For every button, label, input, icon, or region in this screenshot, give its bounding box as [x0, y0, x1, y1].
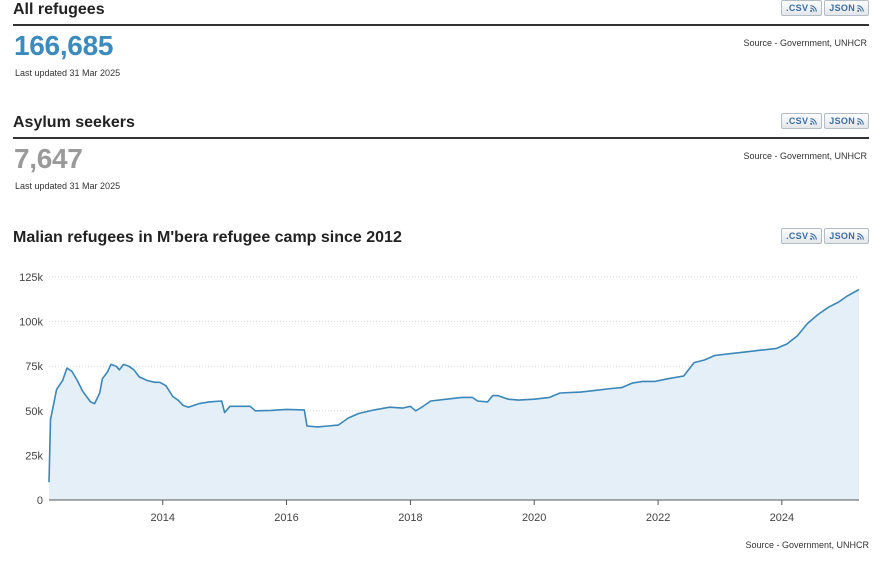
y-tick-label: 100k — [19, 317, 43, 329]
refugees-export-buttons: .CSV JSON — [781, 0, 869, 16]
x-tick-label: 2022 — [646, 512, 670, 524]
rss-icon — [857, 4, 864, 12]
csv-label: .CSV — [786, 116, 809, 126]
asylum-updated: Last updated 31 Mar 2025 — [15, 181, 121, 191]
csv-label: .CSV — [786, 3, 809, 13]
rss-icon — [810, 4, 818, 12]
asylum-json-button[interactable]: JSON — [824, 113, 869, 129]
refugees-json-button[interactable]: JSON — [824, 0, 869, 16]
rss-icon — [857, 117, 864, 125]
x-tick-label: 2018 — [398, 512, 422, 524]
y-tick-label: 125k — [19, 272, 43, 284]
asylum-csv-button[interactable]: .CSV — [781, 113, 823, 129]
chart-area-fill — [49, 289, 859, 500]
chart-section: Malian refugees in M'bera refugee camp s… — [13, 228, 869, 256]
asylum-divider — [13, 137, 869, 139]
json-label: JSON — [829, 116, 855, 126]
refugees-updated: Last updated 31 Mar 2025 — [15, 68, 121, 78]
asylum-source: Source - Government, UNHCR — [743, 151, 867, 161]
refugees-source: Source - Government, UNHCR — [743, 38, 867, 48]
y-tick-label: 25k — [25, 450, 43, 462]
asylum-section: Asylum seekers .CSV JSON 7,647 Source - … — [13, 113, 869, 203]
x-tick-label: 2014 — [151, 512, 175, 524]
y-tick-label: 75k — [25, 361, 43, 373]
chart-title: Malian refugees in M'bera refugee camp s… — [13, 229, 402, 246]
chart-json-button[interactable]: JSON — [824, 228, 869, 244]
y-tick-label: 0 — [37, 495, 43, 507]
refugees-count: 166,685 — [14, 30, 114, 61]
x-tick-label: 2016 — [274, 512, 298, 524]
x-tick-label: 2024 — [770, 512, 794, 524]
refugees-csv-button[interactable]: .CSV — [781, 0, 823, 16]
json-label: JSON — [829, 3, 855, 13]
chart-series-line — [48, 288, 860, 483]
refugees-divider — [13, 24, 869, 26]
asylum-header: Asylum seekers .CSV JSON — [13, 113, 869, 139]
asylum-count: 7,647 — [14, 143, 83, 174]
rss-icon — [810, 232, 818, 240]
rss-icon — [810, 117, 818, 125]
csv-label: .CSV — [786, 231, 809, 241]
chart-axes: 0 25k 50k 75k 100k 125k 2014 2016 2018 2020 2022 20… — [19, 272, 859, 524]
refugees-header: All refugees .CSV JSON — [13, 0, 869, 26]
rss-icon — [857, 232, 864, 240]
asylum-export-buttons: .CSV JSON — [781, 113, 869, 129]
json-label: JSON — [829, 231, 855, 241]
chart-header: Malian refugees in M'bera refugee camp s… — [13, 228, 869, 254]
refugee-area-chart: 0 25k 50k 75k 100k 125k 2014 2016 2018 2020 2022 20… — [19, 272, 860, 524]
refugees-title: All refugees — [13, 1, 105, 18]
chart-csv-button[interactable]: .CSV — [781, 228, 823, 244]
chart-source: Source - Government, UNHCR — [745, 540, 869, 550]
x-tick-label: 2020 — [522, 512, 546, 524]
refugees-section: All refugees .CSV JSON 166,685 Source - … — [13, 0, 869, 90]
asylum-title: Asylum seekers — [13, 114, 135, 131]
chart-export-buttons: .CSV JSON — [781, 228, 869, 244]
y-tick-label: 50k — [25, 406, 43, 418]
